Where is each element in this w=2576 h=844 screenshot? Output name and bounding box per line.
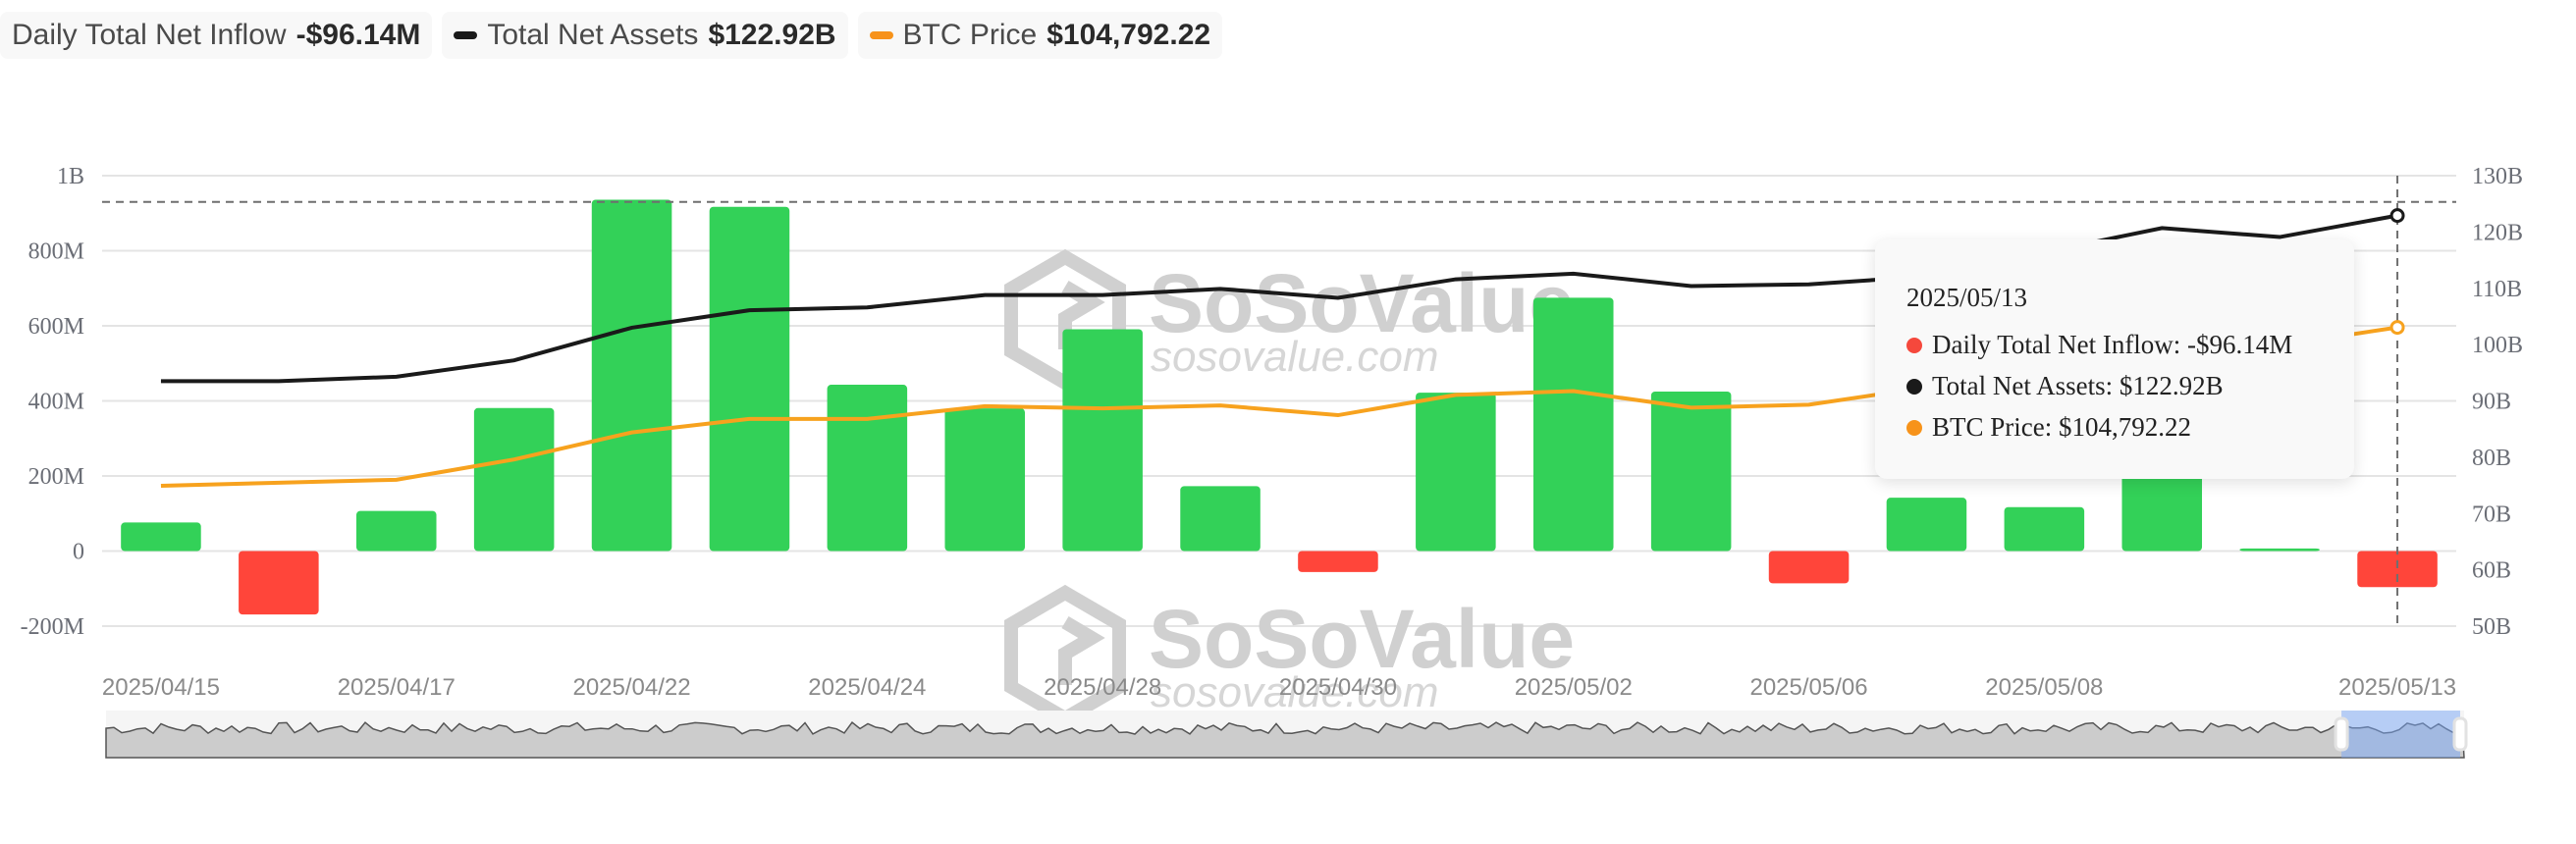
watermark-brand: SoSoValue [1149,257,1575,349]
legend-total-net-assets[interactable]: Total Net Assets $122.92B [442,12,848,59]
inflow-bar[interactable] [827,385,908,552]
inflow-bar[interactable] [944,408,1026,552]
inflow-bar[interactable] [709,206,790,552]
inflow-bar[interactable] [355,510,437,552]
left-tick-label: 600M [28,314,84,340]
x-tick-label: 2025/05/02 [1515,674,1633,701]
x-tick-label: 2025/05/13 [2338,674,2456,701]
inflow-bar[interactable] [1886,498,1967,552]
legend-daily-net-inflow[interactable]: Daily Total Net Inflow -$96.14M [0,12,433,59]
btc-point-marker [2389,320,2405,336]
tooltip-row-inflow: Daily Total Net Inflow: -$96.14M [1906,330,2292,360]
inflow-bar[interactable] [1532,297,1614,552]
left-tick-label: 1B [57,164,84,189]
left-tick-label: 800M [28,239,84,265]
inflow-bars [121,199,2438,615]
left-tick-label: 0 [73,540,84,565]
legend-label: BTC Price [902,19,1038,51]
tooltip-text: Daily Total Net Inflow: -$96.14M [1932,330,2293,359]
x-tick-label: 2025/04/22 [572,674,690,701]
left-axis: 1B 800M 600M 400M 200M 0 -200M [21,164,84,640]
watermark-url: sosovalue.com [1151,333,1438,381]
legend-label: Total Net Assets [487,19,699,51]
x-axis: 2025/04/15 2025/04/17 2025/04/22 2025/04/24… [102,674,2456,701]
left-tick-label: -200M [21,614,84,640]
line-swatch-icon [454,31,478,39]
tooltip-date: 2025/05/13 [1906,283,2028,312]
assets-point-marker [2389,208,2405,224]
inflow-bar[interactable] [2004,506,2085,552]
right-tick-label: 120B [2472,220,2523,245]
x-tick-label: 2025/05/08 [1985,674,2103,701]
inflow-bar[interactable] [1298,551,1378,572]
inflow-bar[interactable] [2239,548,2320,552]
legend-value: -$96.14M [295,19,421,51]
right-tick-label: 70B [2472,501,2511,527]
right-tick-label: 90B [2472,390,2511,415]
legend-value: $104,792.22 [1046,19,1211,51]
red-dot-icon [1906,337,1922,353]
black-dot-icon [1906,378,1922,395]
range-navigator[interactable] [105,711,2468,759]
navigator-selection[interactable] [2341,711,2460,758]
inflow-bar[interactable] [121,522,201,552]
line-swatch-icon [869,31,893,39]
tooltip: 2025/05/13 Daily Total Net Inflow: -$96.… [1875,239,2354,479]
crosshair [102,176,2456,626]
navigator-right-handle[interactable] [2452,716,2468,752]
right-tick-label: 110B [2472,277,2522,302]
tooltip-text: BTC Price: $104,792.22 [1932,412,2191,442]
watermark-brand: SoSoValue [1149,593,1575,685]
navigator-sparkline [105,721,2465,759]
inflow-bar[interactable] [473,407,555,552]
x-tick-label: 2025/04/17 [338,674,456,701]
inflow-bar[interactable] [2357,551,2438,588]
legend-label: Daily Total Net Inflow [12,19,287,51]
inflow-bar[interactable] [1062,329,1143,552]
left-tick-label: 200M [28,464,84,490]
legend-bar: Daily Total Net Inflow -$96.14M Total Ne… [0,12,1223,59]
right-tick-label: 80B [2472,446,2511,471]
right-tick-label: 100B [2472,333,2523,358]
x-tick-label: 2025/04/24 [808,674,926,701]
watermark-url: sosovalue.com [1151,668,1438,716]
watermark: SoSoValue sosovalue.com SoSoValue sosova… [1004,248,1575,727]
right-axis: 130B 120B 110B 100B 90B 80B 70B 60B 50B [2472,164,2523,640]
inflow-bar[interactable] [1768,551,1850,584]
inflow-bar[interactable] [1650,391,1732,552]
tooltip-text: Total Net Assets: $122.92B [1932,371,2224,400]
x-tick-label: 2025/04/28 [1044,674,1161,701]
x-tick-label: 2025/04/30 [1279,674,1397,701]
right-tick-label: 50B [2472,614,2511,640]
x-tick-label: 2025/04/15 [102,674,220,701]
left-tick-label: 400M [28,390,84,415]
orange-dot-icon [1906,419,1922,436]
inflow-bar[interactable] [1416,393,1496,552]
inflow-bar[interactable] [591,199,672,552]
x-tick-label: 2025/05/06 [1749,674,1867,701]
inflow-bar[interactable] [1180,486,1261,552]
tooltip-row-btc: BTC Price: $104,792.22 [1906,412,2191,443]
navigator-left-handle[interactable] [2334,716,2349,752]
right-tick-label: 130B [2472,164,2523,189]
legend-btc-price[interactable]: BTC Price $104,792.22 [857,12,1223,59]
right-tick-label: 60B [2472,558,2511,584]
legend-value: $122.92B [708,19,836,51]
inflow-bar[interactable] [239,551,319,615]
tooltip-row-assets: Total Net Assets: $122.92B [1906,371,2224,401]
